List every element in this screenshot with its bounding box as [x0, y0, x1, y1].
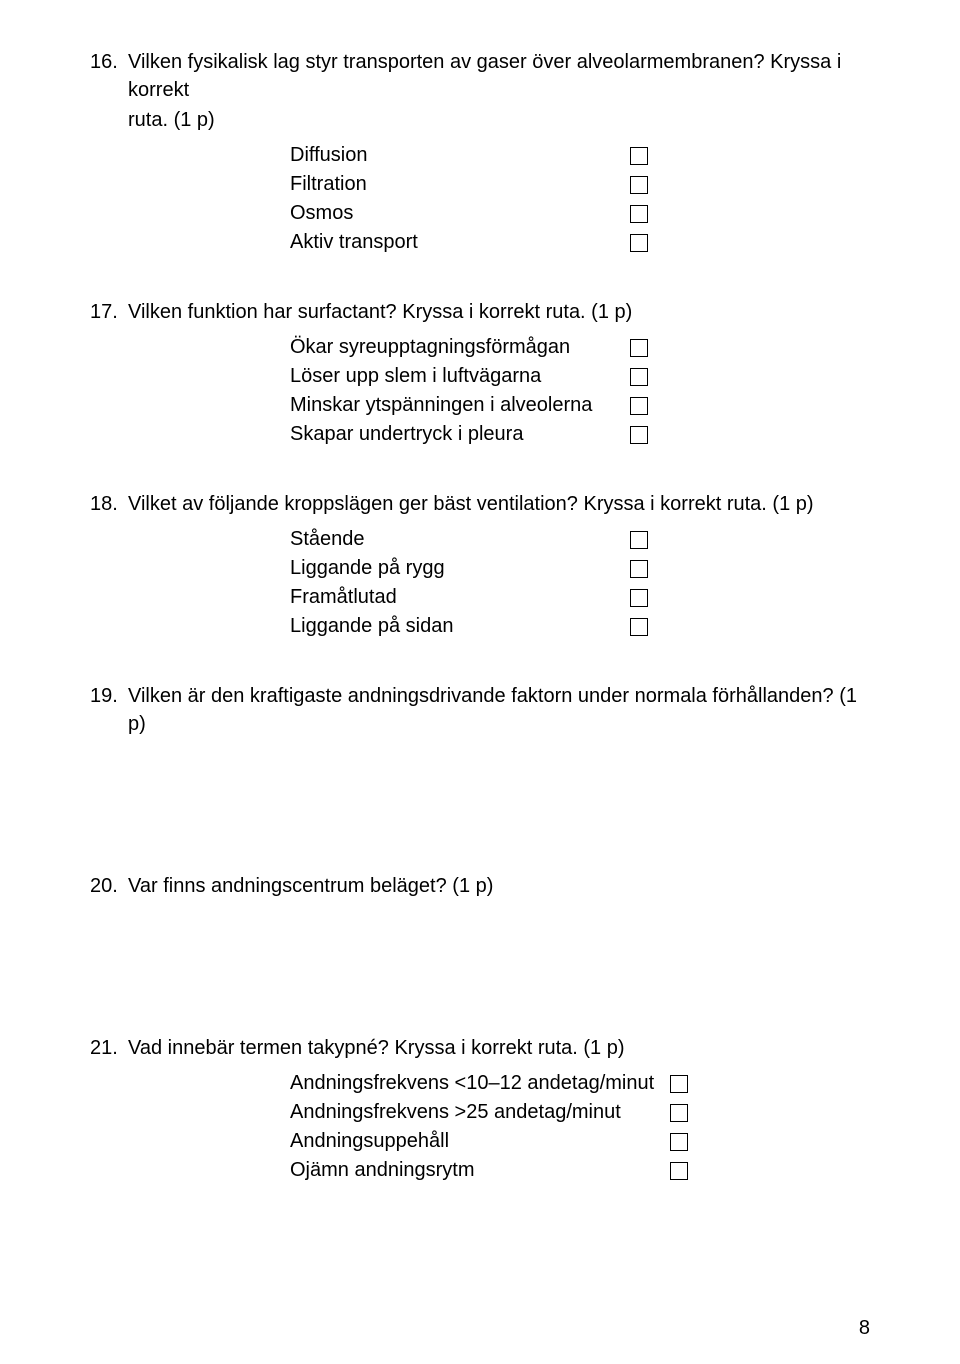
- option-row: Andningsuppehåll: [290, 1130, 870, 1153]
- question-text-line1: Vad innebär termen takypné? Kryssa i kor…: [128, 1034, 625, 1062]
- option-label: Ökar syreupptagningsförmågan: [290, 336, 630, 359]
- option-label: Löser upp slem i luftvägarna: [290, 365, 630, 388]
- options-list: Diffusion Filtration Osmos Aktiv transpo…: [290, 144, 870, 254]
- question-number: 19.: [90, 682, 128, 710]
- option-row: Andningsfrekvens >25 andetag/minut: [290, 1101, 870, 1124]
- option-row: Diffusion: [290, 144, 870, 167]
- option-row: Skapar undertryck i pleura: [290, 423, 870, 446]
- question-line: 20. Var finns andningscentrum beläget? (…: [90, 872, 870, 900]
- checkbox-icon[interactable]: [670, 1104, 688, 1122]
- question-number: 21.: [90, 1034, 128, 1062]
- option-row: Aktiv transport: [290, 231, 870, 254]
- question-text-line1: Var finns andningscentrum beläget? (1 p): [128, 872, 493, 900]
- checkbox-icon[interactable]: [670, 1075, 688, 1093]
- option-row: Liggande på rygg: [290, 557, 870, 580]
- option-row: Framåtlutad: [290, 586, 870, 609]
- question-text-line1: Vilket av följande kroppslägen ger bäst …: [128, 490, 814, 518]
- checkbox-icon[interactable]: [630, 560, 648, 578]
- question-number: 20.: [90, 872, 128, 900]
- checkbox-icon[interactable]: [630, 397, 648, 415]
- options-list: Stående Liggande på rygg Framåtlutad Lig…: [290, 528, 870, 638]
- question-17: 17. Vilken funktion har surfactant? Krys…: [90, 298, 870, 446]
- option-label: Andningsuppehåll: [290, 1130, 670, 1153]
- checkbox-icon[interactable]: [670, 1133, 688, 1151]
- option-label: Diffusion: [290, 144, 630, 167]
- question-18: 18. Vilket av följande kroppslägen ger b…: [90, 490, 870, 638]
- option-row: Liggande på sidan: [290, 615, 870, 638]
- options-list: Andningsfrekvens <10–12 andetag/minut An…: [290, 1072, 870, 1182]
- question-text-line1: Vilken fysikalisk lag styr transporten a…: [128, 48, 870, 104]
- spacer: [90, 944, 870, 1034]
- option-row: Ökar syreupptagningsförmågan: [290, 336, 870, 359]
- option-row: Minskar ytspänningen i alveolerna: [290, 394, 870, 417]
- option-label: Andningsfrekvens <10–12 andetag/minut: [290, 1072, 670, 1095]
- question-line: 16. Vilken fysikalisk lag styr transport…: [90, 48, 870, 104]
- checkbox-icon[interactable]: [630, 531, 648, 549]
- option-label: Skapar undertryck i pleura: [290, 423, 630, 446]
- option-label: Liggande på sidan: [290, 615, 630, 638]
- option-row: Ojämn andningsrytm: [290, 1159, 870, 1182]
- question-text-line1: Vilken funktion har surfactant? Kryssa i…: [128, 298, 632, 326]
- option-label: Liggande på rygg: [290, 557, 630, 580]
- question-16: 16. Vilken fysikalisk lag styr transport…: [90, 48, 870, 254]
- option-row: Löser upp slem i luftvägarna: [290, 365, 870, 388]
- spacer: [90, 782, 870, 872]
- option-label: Minskar ytspänningen i alveolerna: [290, 394, 630, 417]
- checkbox-icon[interactable]: [630, 368, 648, 386]
- option-label: Framåtlutad: [290, 586, 630, 609]
- checkbox-icon[interactable]: [630, 426, 648, 444]
- option-row: Osmos: [290, 202, 870, 225]
- question-21: 21. Vad innebär termen takypné? Kryssa i…: [90, 1034, 870, 1182]
- question-text-line2: ruta. (1 p): [128, 106, 870, 134]
- option-row: Filtration: [290, 173, 870, 196]
- option-label: Aktiv transport: [290, 231, 630, 254]
- checkbox-icon[interactable]: [670, 1162, 688, 1180]
- question-number: 17.: [90, 298, 128, 326]
- question-20: 20. Var finns andningscentrum beläget? (…: [90, 872, 870, 900]
- option-label: Stående: [290, 528, 630, 551]
- question-19: 19. Vilken är den kraftigaste andningsdr…: [90, 682, 870, 738]
- checkbox-icon[interactable]: [630, 176, 648, 194]
- option-row: Andningsfrekvens <10–12 andetag/minut: [290, 1072, 870, 1095]
- checkbox-icon[interactable]: [630, 147, 648, 165]
- option-label: Filtration: [290, 173, 630, 196]
- option-label: Ojämn andningsrytm: [290, 1159, 670, 1182]
- question-line: 17. Vilken funktion har surfactant? Krys…: [90, 298, 870, 326]
- question-line: 19. Vilken är den kraftigaste andningsdr…: [90, 682, 870, 738]
- checkbox-icon[interactable]: [630, 205, 648, 223]
- checkbox-icon[interactable]: [630, 589, 648, 607]
- question-line: 21. Vad innebär termen takypné? Kryssa i…: [90, 1034, 870, 1062]
- option-row: Stående: [290, 528, 870, 551]
- option-label: Andningsfrekvens >25 andetag/minut: [290, 1101, 670, 1124]
- checkbox-icon[interactable]: [630, 618, 648, 636]
- option-label: Osmos: [290, 202, 630, 225]
- page-number: 8: [859, 1317, 870, 1340]
- checkbox-icon[interactable]: [630, 234, 648, 252]
- question-line: 18. Vilket av följande kroppslägen ger b…: [90, 490, 870, 518]
- checkbox-icon[interactable]: [630, 339, 648, 357]
- question-number: 16.: [90, 48, 128, 76]
- question-number: 18.: [90, 490, 128, 518]
- options-list: Ökar syreupptagningsförmågan Löser upp s…: [290, 336, 870, 446]
- question-text-line1: Vilken är den kraftigaste andningsdrivan…: [128, 682, 870, 738]
